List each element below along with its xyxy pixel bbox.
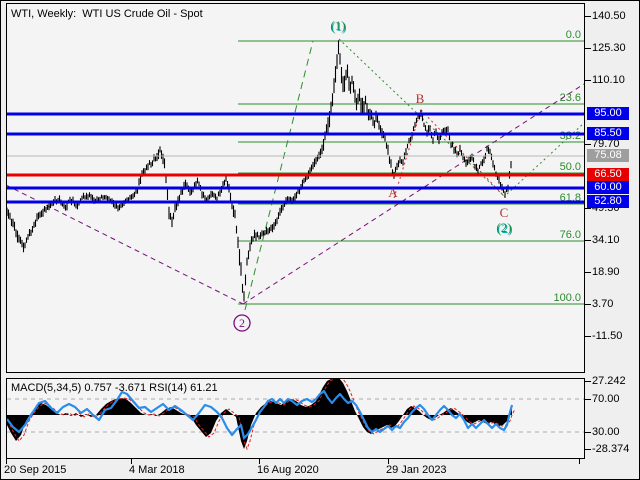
price-axis-label: 34.10 <box>592 234 620 246</box>
macd-signal-line <box>9 379 516 451</box>
price-badge: 52.80 <box>587 195 629 208</box>
indicator-axis-label: -28.374 <box>592 443 630 455</box>
time-axis-tick <box>388 459 389 464</box>
wave-label: B <box>416 91 425 106</box>
price-axis-tick <box>585 208 591 209</box>
time-axis-tick <box>259 459 260 464</box>
wave-label: 2 <box>239 316 245 330</box>
trend-line <box>420 109 506 198</box>
fib-level-label: 100.0 <box>553 292 581 304</box>
price-axis-label: 79.70 <box>592 138 620 150</box>
indicator-canvas <box>7 379 584 451</box>
rsi-line <box>7 389 514 440</box>
price-axis-tick <box>585 272 591 273</box>
indicator-axis-tick <box>585 381 591 382</box>
time-axis-label: 20 Sep 2015 <box>4 464 67 476</box>
trend-line <box>338 38 506 198</box>
time-axis-tick <box>6 459 7 464</box>
price-axis-tick <box>585 144 591 145</box>
price-axis-tick <box>585 48 591 49</box>
time-axis-label: 29 Jan 2023 <box>386 464 447 476</box>
wave-label: (1) <box>330 18 345 33</box>
price-axis-tick <box>585 16 591 17</box>
price-axis-tick <box>585 80 591 81</box>
time-axis-tick <box>131 459 132 464</box>
time-axis-label: 16 Aug 2020 <box>257 464 319 476</box>
indicator-axis-tick <box>585 399 591 400</box>
chart-title: WTI, Weekly: WTI US Crude Oil - Spot <box>11 8 203 20</box>
indicator-panel[interactable]: MACD(5,34,5) 0.757 -3.671 RSI(14) 61.21 <box>6 378 585 459</box>
wave-label: (2) <box>496 220 511 235</box>
price-axis-label: 18.90 <box>592 266 620 278</box>
price-series <box>7 40 512 302</box>
price-badge: 60.00 <box>587 181 629 194</box>
wave-label: A <box>388 185 398 200</box>
wave-label: C <box>500 205 509 220</box>
trend-line <box>393 109 422 199</box>
price-axis-tick <box>585 336 591 337</box>
price-axis-tick <box>585 304 591 305</box>
price-axis-tick <box>585 240 591 241</box>
fib-level-label: 0.0 <box>566 29 581 41</box>
time-axis-label: 4 Mar 2018 <box>129 464 185 476</box>
fib-level-label: 76.0 <box>560 229 581 241</box>
price-axis-label: 140.50 <box>592 10 626 22</box>
fib-level-label: 50.0 <box>560 161 581 173</box>
indicator-label: MACD(5,34,5) 0.757 -3.671 RSI(14) 61.21 <box>11 382 218 394</box>
price-badge: 85.50 <box>587 127 629 140</box>
indicator-axis-tick <box>585 432 591 433</box>
fib-level-label: 23.6 <box>560 92 581 104</box>
price-axis-label: 110.10 <box>592 74 625 86</box>
time-axis-tick <box>579 459 580 464</box>
indicator-axis-label: 30.00 <box>592 426 620 438</box>
trend-line <box>242 83 584 305</box>
price-axis-label: 3.70 <box>592 298 614 310</box>
indicator-axis-label: 27.242 <box>592 375 626 387</box>
wave-circle <box>233 314 251 332</box>
price-axis-label: 125.30 <box>592 42 626 54</box>
indicator-axis-label: 70.00 <box>592 393 620 405</box>
price-badge: 75.08 <box>587 149 629 162</box>
price-axis-label: -11.50 <box>592 330 623 342</box>
price-badge: 66.50 <box>587 168 629 181</box>
trend-line <box>7 184 244 305</box>
indicator-axis-tick <box>585 449 591 450</box>
price-badge: 95.00 <box>587 107 629 120</box>
